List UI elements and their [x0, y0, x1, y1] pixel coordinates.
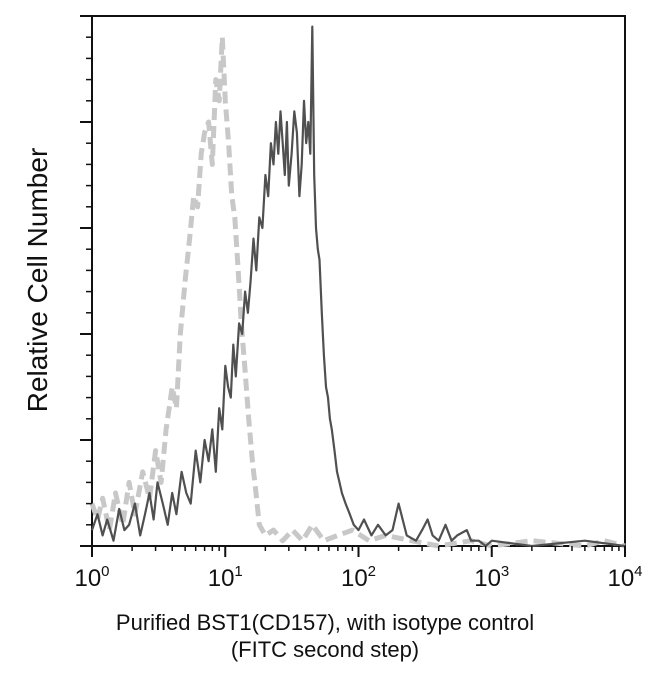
x-tick-label-base: 10: [74, 565, 101, 592]
x-tick-label: 101: [208, 563, 243, 592]
x-tick-label-exponent: 2: [368, 563, 376, 580]
x-tick-label-base: 10: [607, 565, 634, 592]
y-axis-label: Relative Cell Number: [22, 147, 53, 413]
x-tick-label: 100: [74, 563, 109, 592]
x-tick-label-base: 10: [474, 565, 501, 592]
x-axis-label-line2: (FITC second step): [230, 637, 420, 662]
x-tick-label-exponent: 4: [634, 563, 642, 580]
plot-frame: [91, 15, 626, 547]
x-tick-label-exponent: 0: [101, 563, 109, 580]
series-line-bst1: [90, 25, 626, 548]
x-tick-label: 102: [341, 563, 376, 592]
x-tick-label: 104: [607, 563, 642, 592]
y-axis-ticks: [80, 15, 92, 547]
x-axis-label-line1: Purified BST1(CD157), with isotype contr…: [115, 610, 535, 635]
y-axis-label-box: Relative Cell Number: [8, 120, 68, 440]
plot-area: [89, 15, 626, 549]
x-axis-ticks: [91, 546, 626, 557]
x-axis-tick-labels: 100 101 102 103 104: [74, 563, 642, 592]
series-line-isotype-control: [89, 34, 626, 549]
x-tick-label-exponent: 3: [501, 563, 509, 580]
x-tick-label-base: 10: [208, 565, 235, 592]
x-tick-label-exponent: 1: [234, 563, 242, 580]
x-tick-label: 103: [474, 563, 509, 592]
x-tick-label-base: 10: [341, 565, 368, 592]
